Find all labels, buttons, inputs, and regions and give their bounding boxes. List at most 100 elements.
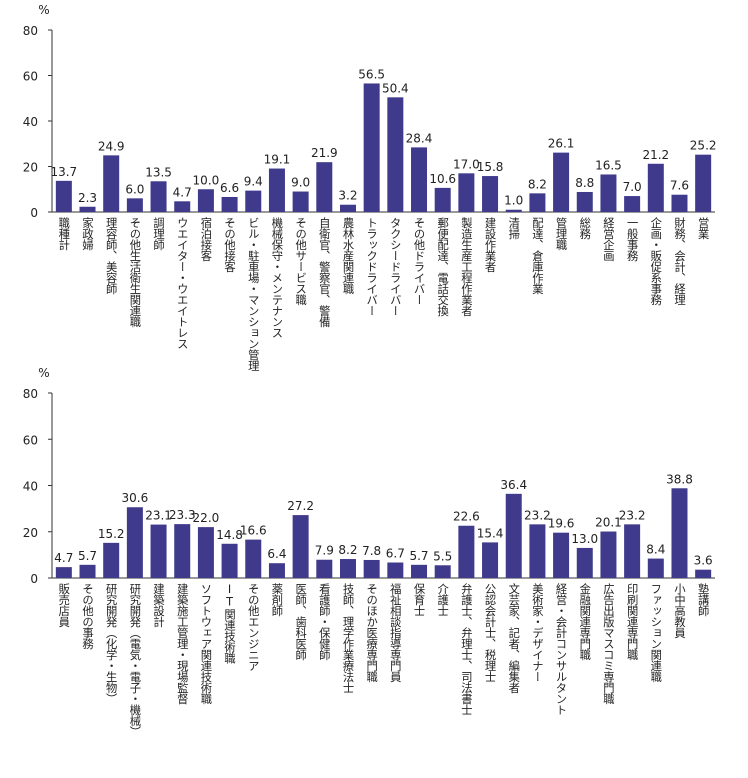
bar (505, 209, 522, 212)
value-label: 7.8 (362, 544, 381, 558)
bar (387, 97, 404, 212)
y-tick-label: 60 (23, 433, 38, 447)
y-tick-label: 20 (23, 526, 38, 540)
value-label: 10.0 (193, 173, 220, 187)
value-label: 8.2 (338, 543, 357, 557)
value-label: 1.0 (504, 194, 523, 208)
value-label: 26.1 (548, 137, 575, 151)
bar (434, 565, 451, 578)
x-tick-label: その他サービス職 (294, 217, 307, 305)
bar (576, 191, 593, 212)
x-tick-label: そのほか医療専門職 (365, 583, 378, 682)
y-axis-label: % (38, 3, 49, 17)
bar (268, 563, 285, 578)
value-label: 16.5 (595, 158, 622, 172)
x-tick-label: 薬剤師 (270, 583, 283, 616)
value-label: 8.4 (646, 543, 665, 557)
x-tick-label: 美術家・デザイナー (531, 583, 544, 682)
value-label: 7.9 (315, 544, 334, 558)
y-tick-label: 0 (30, 206, 38, 220)
value-label: 56.5 (358, 67, 385, 81)
value-label: 6.7 (386, 547, 405, 561)
x-tick-label: 企画・販促系事務 (649, 216, 662, 306)
value-label: 21.2 (642, 148, 669, 162)
y-tick-label: 80 (23, 24, 38, 38)
value-label: 6.4 (267, 547, 286, 561)
value-label: 5.5 (433, 549, 452, 563)
x-tick-label: 介護士 (436, 583, 449, 616)
x-tick-label: 製造生産工程作業者 (460, 216, 473, 317)
x-tick-label: ファッション関連職 (649, 583, 662, 682)
value-label: 16.6 (240, 524, 267, 538)
x-tick-label: 一般事務 (626, 217, 639, 262)
bar (482, 542, 499, 578)
bar (647, 558, 664, 578)
x-tick-label: 理容師、美容師 (105, 217, 118, 294)
value-label: 24.9 (98, 139, 125, 153)
x-tick-label: 自衛官、警察官、警備 (318, 217, 331, 328)
value-label: 15.4 (477, 526, 504, 540)
bar (387, 562, 404, 578)
x-tick-label: 営業 (697, 216, 710, 239)
bar (221, 196, 238, 212)
bar (671, 194, 688, 212)
bar (316, 162, 333, 212)
bar (55, 567, 72, 578)
x-tick-label: 建築施工管理・現場監督 (176, 582, 189, 705)
y-tick-label: 60 (23, 70, 38, 84)
bar (339, 204, 356, 212)
value-label: 13.0 (571, 532, 598, 546)
bar (363, 559, 380, 578)
value-label: 50.4 (382, 81, 409, 95)
x-tick-label: ウエイター・ウエイトレス (176, 217, 189, 349)
value-label: 23.2 (524, 508, 551, 522)
x-tick-label: 弁護士、弁理士、司法書士 (460, 582, 473, 715)
x-tick-label: 経営企画 (602, 217, 615, 261)
value-label: 30.6 (122, 491, 149, 505)
bar (245, 539, 262, 578)
value-label: 9.4 (244, 175, 263, 189)
bar (434, 187, 451, 212)
bar (55, 180, 72, 212)
x-tick-label: 建築設計 (152, 582, 165, 628)
value-label: 4.7 (54, 551, 73, 565)
bar (292, 191, 309, 212)
value-label: 8.8 (575, 176, 594, 190)
value-label: 8.2 (528, 177, 547, 191)
x-tick-label: その他の事務 (81, 583, 94, 650)
value-label: 22.0 (193, 511, 220, 525)
bar (505, 493, 522, 578)
value-label: 3.6 (694, 554, 713, 568)
x-tick-label: 看護師・保健師 (318, 582, 331, 660)
bar (150, 181, 167, 212)
value-label: 36.4 (500, 478, 527, 492)
x-tick-label: 公認会計士、税理士 (484, 583, 497, 682)
value-label: 27.2 (287, 499, 314, 513)
value-label: 5.7 (78, 549, 97, 563)
value-label: 13.7 (50, 165, 77, 179)
bar (529, 524, 546, 578)
x-tick-label: 小中高教員 (673, 583, 686, 639)
x-tick-label: IT関連技術職 (223, 583, 236, 663)
bar (600, 531, 617, 578)
x-tick-label: 宿泊接客 (199, 216, 212, 262)
bar (150, 524, 167, 578)
bar (529, 193, 546, 212)
bar (624, 196, 641, 212)
bar (624, 524, 641, 578)
x-tick-label: ビル・駐車場・マンション管理 (247, 217, 260, 371)
bar (245, 190, 262, 212)
x-tick-label: 配達、倉庫作業 (531, 217, 544, 294)
x-tick-label: 研究開発（電気・電子・機械） (128, 583, 141, 737)
bar (126, 198, 143, 212)
x-tick-label: 広告出版マスコミ専門職 (602, 583, 615, 704)
bar (695, 569, 712, 578)
value-label: 13.5 (145, 165, 172, 179)
bar (174, 524, 191, 578)
x-tick-label: 農林水産関連職 (341, 216, 354, 294)
value-label: 2.3 (78, 191, 97, 205)
bar (268, 168, 285, 212)
bar (197, 189, 214, 212)
x-tick-label: 文芸家、記者、編集者 (507, 582, 520, 694)
